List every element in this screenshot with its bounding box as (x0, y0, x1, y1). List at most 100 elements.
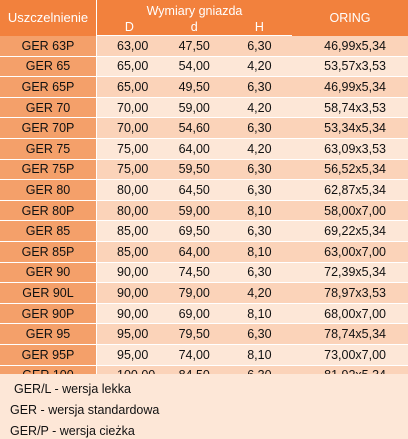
height-cell: 6,30 (226, 35, 292, 57)
table-row: GER 70P 70,00 54,60 6,30 53,34x5,34 (0, 117, 408, 139)
table-row: GER 95 95,00 79,50 6,30 78,74x5,34 (0, 323, 408, 345)
table-row: GER 75 75,00 64,00 4,20 63,09x3,53 (0, 138, 408, 160)
height-cell: 8,10 (226, 241, 292, 263)
legend: GER/L - wersja lekka GER - wersja standa… (0, 374, 408, 439)
diameter-inner-cell: 64,00 (161, 138, 227, 160)
table-row: GER 90L 90,00 79,00 4,20 78,97x3,53 (0, 282, 408, 304)
height-cell: 6,30 (226, 179, 292, 201)
oring-size-cell: 68,00x7,00 (292, 303, 408, 325)
diameter-inner-cell: 79,00 (161, 282, 227, 304)
diameter-inner-cell: 49,50 (161, 76, 227, 98)
diameter-outer-cell: 80,00 (96, 179, 162, 201)
header-row-top: Uszczelnienie Wymiary gniazda ORING (0, 0, 408, 36)
header-d-inner: d (161, 18, 227, 36)
table-row: GER 85P 85,00 64,00 8,10 63,00x7,00 (0, 241, 408, 263)
legend-item-heavy: GER/P - wersja cieżka (10, 424, 135, 438)
legend-item-standard: GER - wersja standardowa (10, 403, 160, 417)
diameter-outer-cell: 90,00 (96, 282, 162, 304)
seal-name-cell: GER 85P (0, 241, 97, 263)
oring-size-cell: 46,99x5,34 (292, 76, 408, 98)
table-row: GER 75P 75,00 59,50 6,30 56,52x5,34 (0, 159, 408, 181)
table-row: GER 90 90,00 74,50 6,30 72,39x5,34 (0, 262, 408, 284)
oring-size-cell: 73,00x7,00 (292, 344, 408, 366)
oring-size-cell: 53,34x5,34 (292, 117, 408, 139)
legend-item-light: GER/L - wersja lekka (14, 382, 131, 396)
oring-size-cell: 62,87x5,34 (292, 179, 408, 201)
diameter-outer-cell: 80,00 (96, 200, 162, 222)
height-cell: 6,30 (226, 76, 292, 98)
height-cell: 8,10 (226, 200, 292, 222)
height-cell: 6,30 (226, 323, 292, 345)
diameter-inner-cell: 64,00 (161, 241, 227, 263)
diameter-outer-cell: 75,00 (96, 159, 162, 181)
diameter-outer-cell: 85,00 (96, 220, 162, 242)
oring-size-cell: 46,99x5,34 (292, 35, 408, 57)
diameter-inner-cell: 79,50 (161, 323, 227, 345)
diameter-inner-cell: 47,50 (161, 35, 227, 57)
header-seat-dimensions: Wymiary gniazda (96, 0, 292, 18)
seal-name-cell: GER 80 (0, 179, 97, 201)
diameter-outer-cell: 85,00 (96, 241, 162, 263)
header-row-sub: D d H (0, 18, 408, 36)
height-cell: 4,20 (226, 97, 292, 119)
diameter-outer-cell: 95,00 (96, 323, 162, 345)
height-cell: 4,20 (226, 56, 292, 78)
height-cell: 8,10 (226, 303, 292, 325)
diameter-inner-cell: 69,00 (161, 303, 227, 325)
oring-size-cell: 58,74x3,53 (292, 97, 408, 119)
height-cell: 6,30 (226, 220, 292, 242)
diameter-inner-cell: 59,00 (161, 97, 227, 119)
seal-name-cell: GER 75 (0, 138, 97, 160)
seal-name-cell: GER 95 (0, 323, 97, 345)
table-row: GER 80P 80,00 59,00 8,10 58,00x7,00 (0, 200, 408, 222)
header-d-outer: D (96, 18, 162, 36)
oring-size-cell: 63,00x7,00 (292, 241, 408, 263)
diameter-outer-cell: 63,00 (96, 35, 162, 57)
seal-name-cell: GER 90L (0, 282, 97, 304)
table-row: GER 80 80,00 64,50 6,30 62,87x5,34 (0, 179, 408, 201)
oring-size-cell: 58,00x7,00 (292, 200, 408, 222)
seal-name-cell: GER 95P (0, 344, 97, 366)
seal-name-cell: GER 70 (0, 97, 97, 119)
diameter-outer-cell: 70,00 (96, 97, 162, 119)
diameter-inner-cell: 54,60 (161, 117, 227, 139)
seal-name-cell: GER 70P (0, 117, 97, 139)
seal-name-cell: GER 85 (0, 220, 97, 242)
seal-name-cell: GER 90 (0, 262, 97, 284)
seal-name-cell: GER 90P (0, 303, 97, 325)
oring-size-cell: 72,39x5,34 (292, 262, 408, 284)
diameter-outer-cell: 90,00 (96, 262, 162, 284)
seal-name-cell: GER 80P (0, 200, 97, 222)
oring-size-cell: 56,52x5,34 (292, 159, 408, 181)
seal-name-cell: GER 65P (0, 76, 97, 98)
seal-name-cell: GER 65 (0, 56, 97, 78)
height-cell: 6,30 (226, 262, 292, 284)
diameter-inner-cell: 69,50 (161, 220, 227, 242)
seal-name-cell: GER 75P (0, 159, 97, 181)
diameter-outer-cell: 90,00 (96, 303, 162, 325)
oring-size-cell: 78,97x3,53 (292, 282, 408, 304)
diameter-inner-cell: 74,00 (161, 344, 227, 366)
table-row: GER 63P 63,00 47,50 6,30 46,99x5,34 (0, 35, 408, 57)
diameter-inner-cell: 74,50 (161, 262, 227, 284)
diameter-outer-cell: 65,00 (96, 56, 162, 78)
header-oring: ORING (292, 0, 408, 36)
height-cell: 4,20 (226, 138, 292, 160)
oring-size-cell: 53,57x3,53 (292, 56, 408, 78)
table-row: GER 85 85,00 69,50 6,30 69,22x5,34 (0, 220, 408, 242)
height-cell: 6,30 (226, 159, 292, 181)
table-row: GER 65 65,00 54,00 4,20 53,57x3,53 (0, 56, 408, 78)
diameter-inner-cell: 64,50 (161, 179, 227, 201)
header-h: H (226, 18, 292, 36)
dimensions-table: Uszczelnienie Wymiary gniazda ORING D d … (0, 0, 408, 387)
diameter-inner-cell: 59,00 (161, 200, 227, 222)
diameter-outer-cell: 95,00 (96, 344, 162, 366)
height-cell: 6,30 (226, 117, 292, 139)
table-row: GER 65P 65,00 49,50 6,30 46,99x5,34 (0, 76, 408, 98)
oring-size-cell: 63,09x3,53 (292, 138, 408, 160)
height-cell: 4,20 (226, 282, 292, 304)
diameter-outer-cell: 75,00 (96, 138, 162, 160)
diameter-inner-cell: 59,50 (161, 159, 227, 181)
oring-size-cell: 78,74x5,34 (292, 323, 408, 345)
